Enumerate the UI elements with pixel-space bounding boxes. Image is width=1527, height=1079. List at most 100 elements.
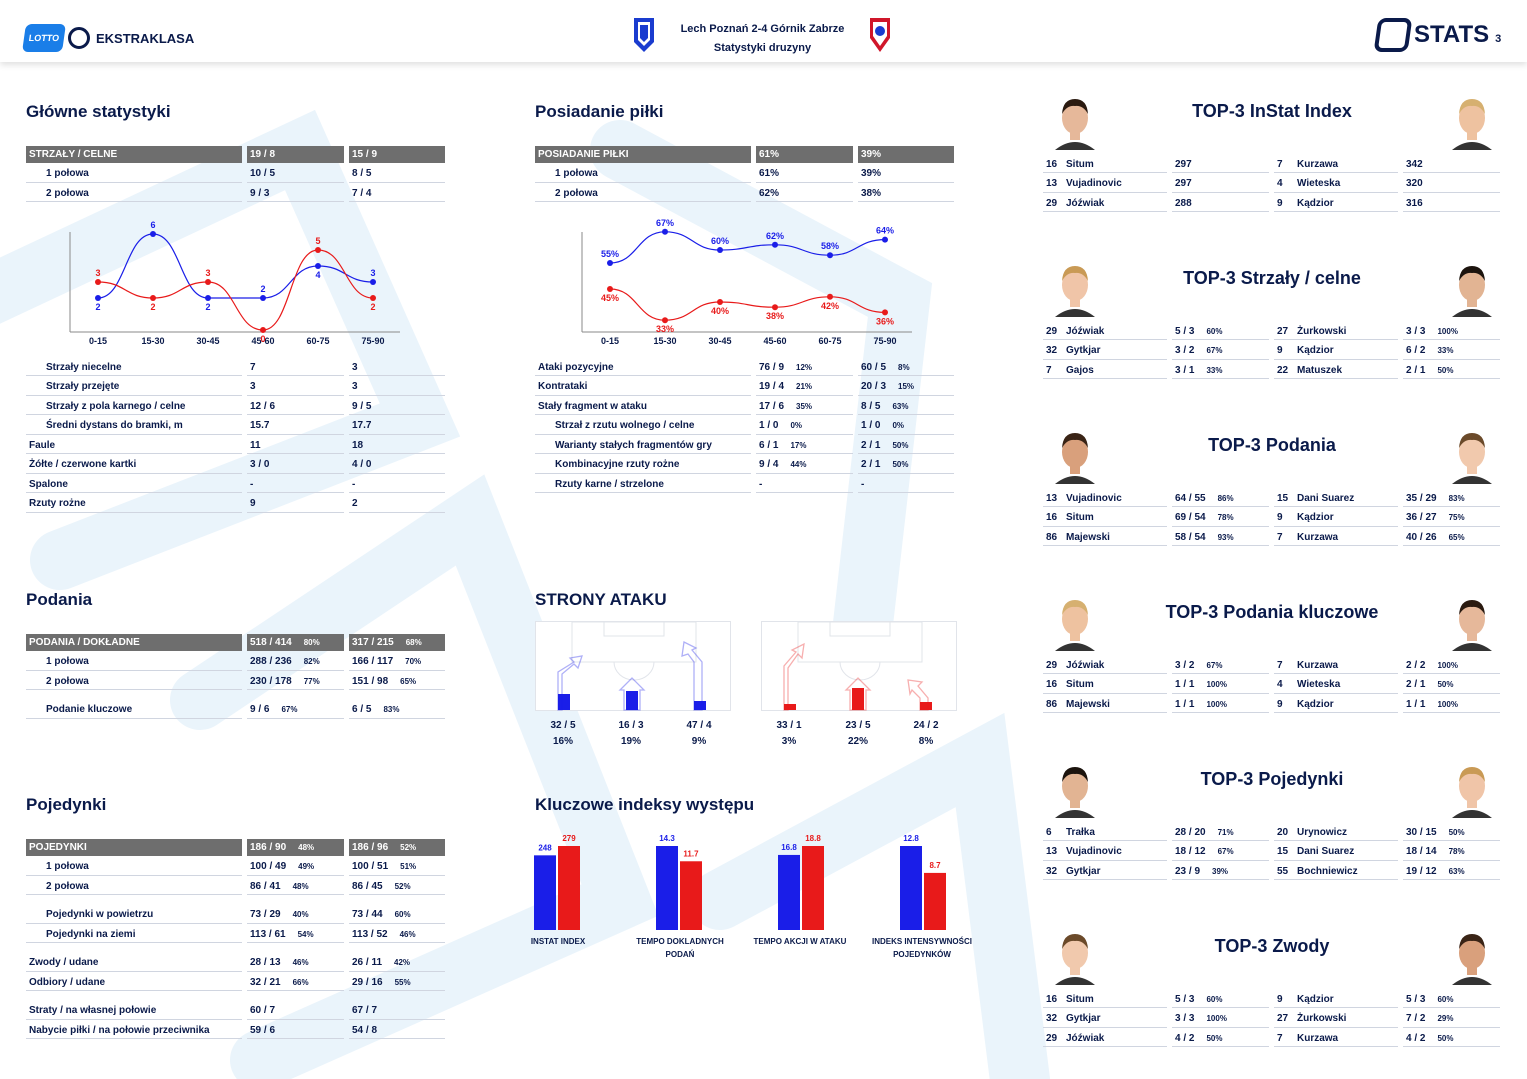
match-info: Lech Poznań 2-4 Górnik Zabrze Statystyki… xyxy=(650,20,875,58)
header-away-text: 15 / 9 xyxy=(352,149,378,161)
player-shirt xyxy=(1055,810,1095,818)
player-neck xyxy=(1467,631,1477,641)
player-name: Gytkjar xyxy=(1066,345,1101,357)
home-player: 13 Vujadinovic xyxy=(1043,176,1167,193)
row-home-pct: 12% xyxy=(796,362,813,372)
data-label: 0 xyxy=(260,334,265,344)
row-away-pct: 8% xyxy=(898,362,910,372)
data-label: 3 xyxy=(370,268,375,278)
row-away-pct: 55% xyxy=(394,977,411,987)
player-photo xyxy=(1452,266,1492,317)
player-hair xyxy=(1062,99,1088,114)
row-away: 9 / 5 xyxy=(349,398,445,416)
row-home: 17 / 6 35% xyxy=(756,398,853,416)
table-header-row: STRZAŁY / CELNE 19 / 8 15 / 9 xyxy=(26,145,450,165)
row-label: Straty / na własnej połowie xyxy=(26,1003,242,1020)
shirt-number: 29 xyxy=(1046,325,1058,337)
series-line-0 xyxy=(97,233,374,299)
row-home: 61% xyxy=(756,166,853,183)
player-name: Vujadinovic xyxy=(1066,492,1122,504)
data-point xyxy=(882,309,888,316)
home-player: 86 Majewski xyxy=(1043,529,1167,547)
row-label-text: Średni dystans do bramki, m xyxy=(46,420,183,432)
row-home-value: 9 / 4 xyxy=(759,459,779,471)
row-away-pct: 46% xyxy=(399,929,416,939)
player-name: Kądzior xyxy=(1297,993,1334,1005)
row-label-text: 1 połowa xyxy=(46,656,89,668)
attack-count: 16 / 3 xyxy=(618,720,644,731)
data-point xyxy=(662,317,668,324)
row-away-text: 4 / 0 xyxy=(352,459,372,471)
shirt-number: 13 xyxy=(1046,178,1058,190)
row-away-value: 166 / 117 xyxy=(352,656,394,668)
row-label-text: Strzał z rzutu wolnego / celne xyxy=(555,420,695,432)
row-label: Strzały przejęte xyxy=(26,379,242,396)
shirt-number: 7 xyxy=(1277,1032,1283,1044)
row-home-value: 9 / 6 xyxy=(250,704,270,716)
player-name: Bochniewicz xyxy=(1297,865,1358,877)
shirt-number: 7 xyxy=(1046,364,1052,376)
row-home-text: 12 / 6 xyxy=(250,400,276,412)
row-home-value: 100 / 49 xyxy=(250,861,287,873)
shirt-number: 6 xyxy=(1046,826,1052,838)
main-stats-rows: Strzały niecelne 7 3 Strzały przejęte 3 3 Strz… xyxy=(26,358,450,514)
pct: 78% xyxy=(1217,513,1234,523)
kpi-label-line1: TEMPO DOKLADNYCH xyxy=(636,937,724,946)
gornik-crest-icon xyxy=(870,18,890,52)
pct: 100% xyxy=(1437,699,1458,709)
row-label: Strzały z pola karnego / celne xyxy=(26,398,242,416)
row-label-text: Podanie kluczowe xyxy=(46,704,133,716)
shirt-number: 15 xyxy=(1277,846,1289,858)
spacer xyxy=(26,897,450,906)
row-label: Kontrataki xyxy=(535,379,751,396)
row-home-value: 86 / 41 xyxy=(250,880,281,892)
player-name: Kurzawa xyxy=(1297,158,1339,170)
home-player: 16 Situm xyxy=(1043,677,1167,694)
kpi-label-line1: INSTAT INDEX xyxy=(530,937,586,946)
row-home-pct: 35% xyxy=(796,401,813,411)
player-row: 32 Gytkjar 3 / 2 67% 9 Kądzior 6 / 2 33% xyxy=(1043,342,1505,362)
row-away: 18 xyxy=(349,437,445,455)
header-label-text: POSIADANIE PIŁKI xyxy=(538,149,629,161)
pct: 78% xyxy=(1448,847,1465,857)
attack-label-home: 16 / 3 19% xyxy=(611,718,651,750)
table-row: Pojedynki na ziemi 113 / 61 54% 113 / 52 46% xyxy=(26,925,450,945)
penalty-box xyxy=(571,621,697,663)
row-home: 9 / 6 67% xyxy=(247,702,344,719)
pct: 50% xyxy=(1437,1033,1454,1043)
home-player: 32 Gytkjar xyxy=(1043,863,1167,881)
home-value: 58 / 54 93% xyxy=(1172,529,1269,547)
shots-line-chart: 0-15 15-30 30-45 45-60 60-75 75-90 2 6 2 2 4 3 3 2 3 0 5… xyxy=(69,220,400,346)
away-player: 7 Kurzawa xyxy=(1274,529,1398,547)
data-point xyxy=(315,247,321,253)
pct: 83% xyxy=(1448,493,1465,503)
row-away: 6 / 5 83% xyxy=(349,702,445,719)
row-away-value: 113 / 52 xyxy=(352,928,388,940)
header-home: 61% xyxy=(756,146,853,164)
player-hair xyxy=(1459,433,1485,448)
player-name: Kądzior xyxy=(1297,512,1334,524)
series-line-1 xyxy=(97,249,374,331)
row-home: 15.7 xyxy=(247,418,344,435)
player-row: 16 Situm 1 / 1 100% 4 Wieteska 2 / 1 50% xyxy=(1043,676,1505,696)
row-home-pct: 21% xyxy=(796,382,813,392)
pct: 67% xyxy=(1217,847,1234,857)
row-label: Średni dystans do bramki, m xyxy=(26,418,242,435)
player-hair xyxy=(1459,934,1485,949)
row-away-pct: 83% xyxy=(383,705,400,715)
player-row: 13 Vujadinovic 64 / 55 86% 15 Dani Suarez 35 /… xyxy=(1043,489,1505,509)
row-home-value: 113 / 61 xyxy=(250,928,286,940)
away-value: 6 / 2 33% xyxy=(1403,343,1500,360)
kpi-value-away: 8.7 xyxy=(929,861,941,870)
attack-label-away: 23 / 5 22% xyxy=(838,718,878,750)
top3-title: TOP-3 InStat Index xyxy=(1192,101,1352,121)
row-away-pct: 52% xyxy=(394,881,411,891)
row-away: 3 xyxy=(349,379,445,396)
pct: 100% xyxy=(1206,680,1227,690)
table-row: Warianty stałych fragmentów gry 6 / 1 17% 2… xyxy=(535,436,959,456)
row-away-pct: 65% xyxy=(400,676,417,686)
player-name: Kądzior xyxy=(1297,197,1334,209)
pct: 75% xyxy=(1448,513,1465,523)
attack-bar xyxy=(626,691,638,710)
